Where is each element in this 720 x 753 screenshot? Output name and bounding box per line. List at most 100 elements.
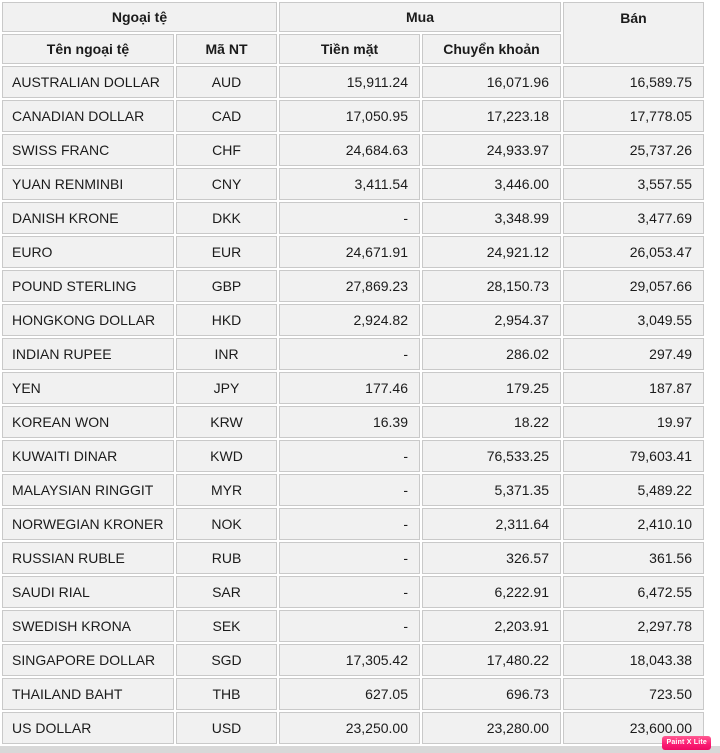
currency-code: MYR <box>176 474 277 506</box>
buy-cash-value: - <box>279 474 420 506</box>
buy-transfer-value: 3,348.99 <box>422 202 561 234</box>
sell-value: 17,778.05 <box>563 100 704 132</box>
table-row: US DOLLAR USD 23,250.00 23,280.00 23,600… <box>2 712 704 744</box>
currency-name: CANADIAN DOLLAR <box>2 100 174 132</box>
currency-code: SAR <box>176 576 277 608</box>
sell-value: 2,410.10 <box>563 508 704 540</box>
buy-cash-value: 24,671.91 <box>279 236 420 268</box>
buy-cash-value: 23,250.00 <box>279 712 420 744</box>
sell-value: 29,057.66 <box>563 270 704 302</box>
currency-name: INDIAN RUPEE <box>2 338 174 370</box>
buy-transfer-value: 5,371.35 <box>422 474 561 506</box>
sell-value: 3,557.55 <box>563 168 704 200</box>
buy-transfer-value: 23,280.00 <box>422 712 561 744</box>
buy-transfer-value: 24,933.97 <box>422 134 561 166</box>
currency-name: SWEDISH KRONA <box>2 610 174 642</box>
currency-code: AUD <box>176 66 277 98</box>
table-row: YUAN RENMINBI CNY 3,411.54 3,446.00 3,55… <box>2 168 704 200</box>
table-row: SINGAPORE DOLLAR SGD 17,305.42 17,480.22… <box>2 644 704 676</box>
currency-code: CAD <box>176 100 277 132</box>
buy-transfer-value: 28,150.73 <box>422 270 561 302</box>
buy-transfer-value: 24,921.12 <box>422 236 561 268</box>
table-row: SWEDISH KRONA SEK - 2,203.91 2,297.78 <box>2 610 704 642</box>
buy-cash-value: 24,684.63 <box>279 134 420 166</box>
currency-name: KOREAN WON <box>2 406 174 438</box>
table-row: DANISH KRONE DKK - 3,348.99 3,477.69 <box>2 202 704 234</box>
sell-value: 6,472.55 <box>563 576 704 608</box>
currency-name: SAUDI RIAL <box>2 576 174 608</box>
table-row: POUND STERLING GBP 27,869.23 28,150.73 2… <box>2 270 704 302</box>
header-sell: Bán <box>563 2 704 64</box>
sell-value: 187.87 <box>563 372 704 404</box>
buy-cash-value: 16.39 <box>279 406 420 438</box>
buy-transfer-value: 2,954.37 <box>422 304 561 336</box>
table-row: NORWEGIAN KRONER NOK - 2,311.64 2,410.10 <box>2 508 704 540</box>
buy-cash-value: - <box>279 508 420 540</box>
buy-transfer-value: 3,446.00 <box>422 168 561 200</box>
buy-cash-value: - <box>279 542 420 574</box>
sell-value: 26,053.47 <box>563 236 704 268</box>
sell-value: 79,603.41 <box>563 440 704 472</box>
currency-code: DKK <box>176 202 277 234</box>
buy-cash-value: 2,924.82 <box>279 304 420 336</box>
currency-name: POUND STERLING <box>2 270 174 302</box>
header-buy-group: Mua <box>279 2 561 32</box>
currency-code: RUB <box>176 542 277 574</box>
header-group-row: Ngoại tệ Mua Bán <box>2 2 704 64</box>
table-row: YEN JPY 177.46 179.25 187.87 <box>2 372 704 404</box>
currency-name: YUAN RENMINBI <box>2 168 174 200</box>
sell-value: 3,477.69 <box>563 202 704 234</box>
currency-name: THAILAND BAHT <box>2 678 174 710</box>
buy-cash-value: 17,050.95 <box>279 100 420 132</box>
header-currency-name: Tên ngoại tệ <box>2 34 174 64</box>
currency-code: CHF <box>176 134 277 166</box>
header-currency-group: Ngoại tệ <box>2 2 277 32</box>
buy-cash-value: 17,305.42 <box>279 644 420 676</box>
buy-cash-value: - <box>279 338 420 370</box>
header-buy-cash: Tiền mặt <box>279 34 420 64</box>
table-row: KOREAN WON KRW 16.39 18.22 19.97 <box>2 406 704 438</box>
table-row: SAUDI RIAL SAR - 6,222.91 6,472.55 <box>2 576 704 608</box>
currency-name: US DOLLAR <box>2 712 174 744</box>
sell-value: 25,737.26 <box>563 134 704 166</box>
buy-transfer-value: 17,480.22 <box>422 644 561 676</box>
table-header: Ngoại tệ Mua Bán Tên ngoại tệ Mã NT Tiền… <box>2 2 704 64</box>
buy-cash-value: 627.05 <box>279 678 420 710</box>
currency-name: AUSTRALIAN DOLLAR <box>2 66 174 98</box>
table-row: HONGKONG DOLLAR HKD 2,924.82 2,954.37 3,… <box>2 304 704 336</box>
sell-value: 3,049.55 <box>563 304 704 336</box>
exchange-rates-table: Ngoại tệ Mua Bán Tên ngoại tệ Mã NT Tiền… <box>2 2 704 744</box>
buy-cash-value: - <box>279 202 420 234</box>
currency-name: YEN <box>2 372 174 404</box>
buy-transfer-value: 16,071.96 <box>422 66 561 98</box>
currency-code: NOK <box>176 508 277 540</box>
table-row: THAILAND BAHT THB 627.05 696.73 723.50 <box>2 678 704 710</box>
paint-x-lite-watermark: Paint X Lite <box>662 736 711 750</box>
buy-cash-value: 15,911.24 <box>279 66 420 98</box>
currency-name: MALAYSIAN RINGGIT <box>2 474 174 506</box>
header-buy-transfer: Chuyển khoản <box>422 34 561 64</box>
table-row: INDIAN RUPEE INR - 286.02 297.49 <box>2 338 704 370</box>
currency-code: SEK <box>176 610 277 642</box>
bottom-strip <box>0 746 720 753</box>
currency-code: HKD <box>176 304 277 336</box>
currency-code: SGD <box>176 644 277 676</box>
table-row: MALAYSIAN RINGGIT MYR - 5,371.35 5,489.2… <box>2 474 704 506</box>
buy-transfer-value: 18.22 <box>422 406 561 438</box>
sell-value: 16,589.75 <box>563 66 704 98</box>
currency-code: GBP <box>176 270 277 302</box>
buy-cash-value: 3,411.54 <box>279 168 420 200</box>
sell-value: 5,489.22 <box>563 474 704 506</box>
sell-value: 297.49 <box>563 338 704 370</box>
currency-code: INR <box>176 338 277 370</box>
table-row: RUSSIAN RUBLE RUB - 326.57 361.56 <box>2 542 704 574</box>
buy-transfer-value: 17,223.18 <box>422 100 561 132</box>
currency-name: KUWAITI DINAR <box>2 440 174 472</box>
table-row: AUSTRALIAN DOLLAR AUD 15,911.24 16,071.9… <box>2 66 704 98</box>
sell-value: 723.50 <box>563 678 704 710</box>
buy-cash-value: - <box>279 440 420 472</box>
currency-code: KRW <box>176 406 277 438</box>
currency-name: DANISH KRONE <box>2 202 174 234</box>
table-row: EURO EUR 24,671.91 24,921.12 26,053.47 <box>2 236 704 268</box>
buy-transfer-value: 696.73 <box>422 678 561 710</box>
